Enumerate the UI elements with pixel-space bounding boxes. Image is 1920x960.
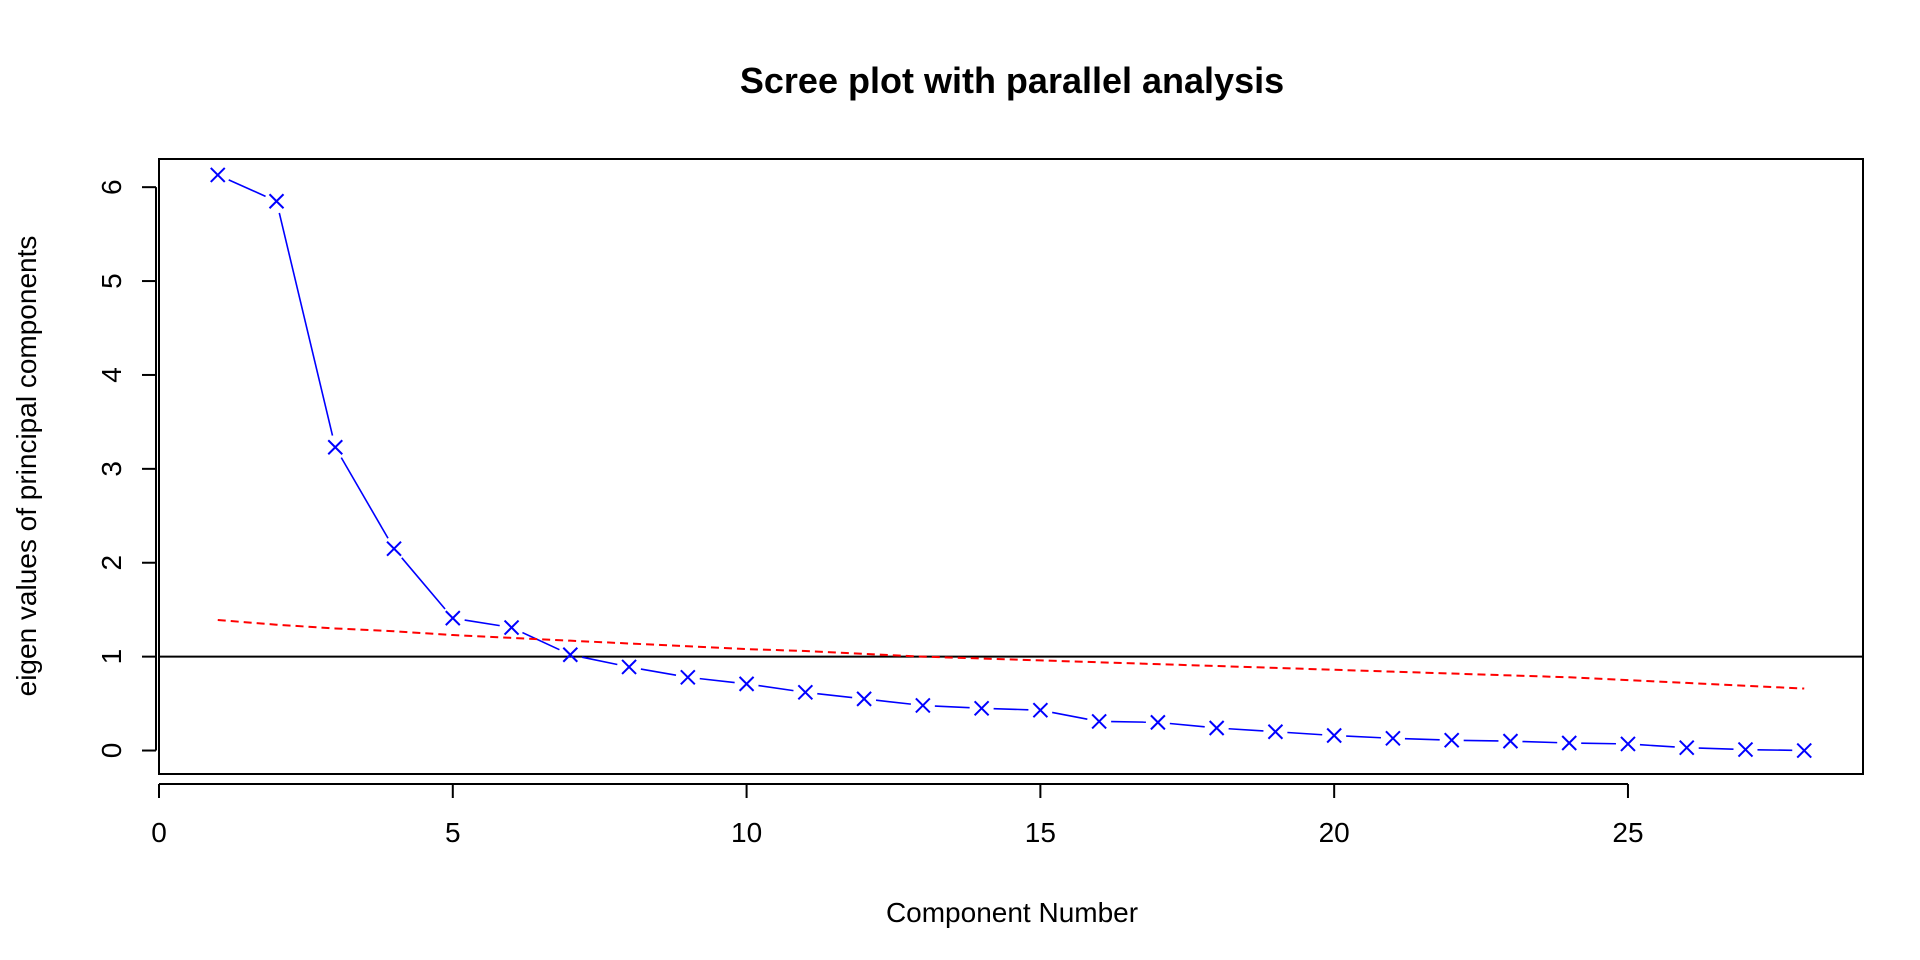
data-point — [445, 610, 461, 626]
y-tick-label: 2 — [96, 555, 127, 571]
data-point — [1737, 741, 1754, 758]
data-point — [973, 700, 990, 716]
y-tick-label: 1 — [96, 649, 127, 665]
data-point — [1679, 740, 1695, 756]
series-segment — [1287, 731, 1323, 736]
data-point — [1267, 724, 1284, 740]
plot-frame — [158, 158, 1864, 775]
series-segment — [640, 668, 677, 677]
series-segment — [1111, 720, 1146, 723]
data-point — [1032, 702, 1049, 718]
x-axis: 0 5 10 15 20 25 — [151, 783, 1644, 848]
series-1 — [210, 167, 1812, 759]
data-point — [562, 647, 579, 663]
series-segment — [817, 692, 853, 699]
data-point — [621, 659, 637, 675]
data-point — [268, 193, 285, 209]
series-segment — [464, 619, 500, 627]
series-segment — [875, 699, 912, 705]
data-point — [1385, 730, 1401, 747]
series-2 — [217, 619, 1805, 690]
series-segment — [522, 631, 560, 651]
y-axis: 0 1 2 3 4 5 6 — [96, 179, 157, 759]
series-segment — [278, 212, 334, 436]
x-tick-label: 15 — [1025, 817, 1056, 848]
data-point — [1150, 714, 1166, 731]
series-segment — [1346, 735, 1381, 739]
x-tick-label: 20 — [1319, 817, 1350, 848]
x-tick-label: 0 — [151, 817, 167, 848]
data-point — [1561, 735, 1577, 751]
y-tick-label: 4 — [96, 367, 127, 383]
data-point — [210, 167, 226, 183]
y-tick-label: 3 — [96, 461, 127, 477]
series-segment — [340, 457, 389, 539]
series-segment — [1169, 722, 1205, 728]
data-point — [1502, 733, 1519, 749]
y-tick-label: 6 — [96, 179, 127, 195]
data-point — [797, 684, 814, 701]
series-segment — [699, 677, 735, 684]
series-segment — [1404, 737, 1440, 741]
series-segment — [1522, 740, 1558, 744]
series-segment — [1463, 739, 1499, 742]
y-tick-label: 0 — [96, 743, 127, 759]
data-point — [680, 669, 696, 685]
series-segment — [934, 705, 970, 709]
series-segment — [1052, 711, 1088, 720]
x-tick-label: 25 — [1612, 817, 1643, 848]
data-point — [1208, 720, 1225, 736]
series-segment — [1698, 747, 1734, 751]
series-segment — [1757, 748, 1793, 752]
series-segment — [1581, 742, 1616, 745]
y-axis-label: eigen values of principal components — [11, 236, 42, 697]
data-point — [856, 691, 872, 707]
x-tick-label: 5 — [445, 817, 461, 848]
series-segment — [581, 656, 618, 666]
data-point — [503, 619, 520, 636]
chart-title: Scree plot with parallel analysis — [740, 60, 1284, 101]
data-point — [1091, 713, 1107, 730]
data-point — [915, 697, 931, 714]
series-segment — [758, 684, 794, 692]
series-segment — [993, 707, 1029, 711]
data-point — [1443, 732, 1460, 748]
series-segment — [1228, 727, 1264, 732]
data-point — [327, 439, 343, 455]
x-tick-label: 10 — [731, 817, 762, 848]
data-point — [1620, 736, 1636, 752]
series-segment — [1639, 743, 1675, 748]
data-point — [1326, 727, 1342, 744]
data-point — [386, 540, 402, 557]
y-tick-label: 5 — [96, 273, 127, 289]
series-line — [217, 619, 1805, 690]
series-segment — [401, 557, 446, 610]
data-point — [1796, 742, 1812, 759]
series-layer — [210, 167, 1812, 759]
x-axis-label: Component Number — [886, 897, 1138, 928]
series-segment — [228, 179, 266, 198]
data-point — [738, 676, 755, 692]
